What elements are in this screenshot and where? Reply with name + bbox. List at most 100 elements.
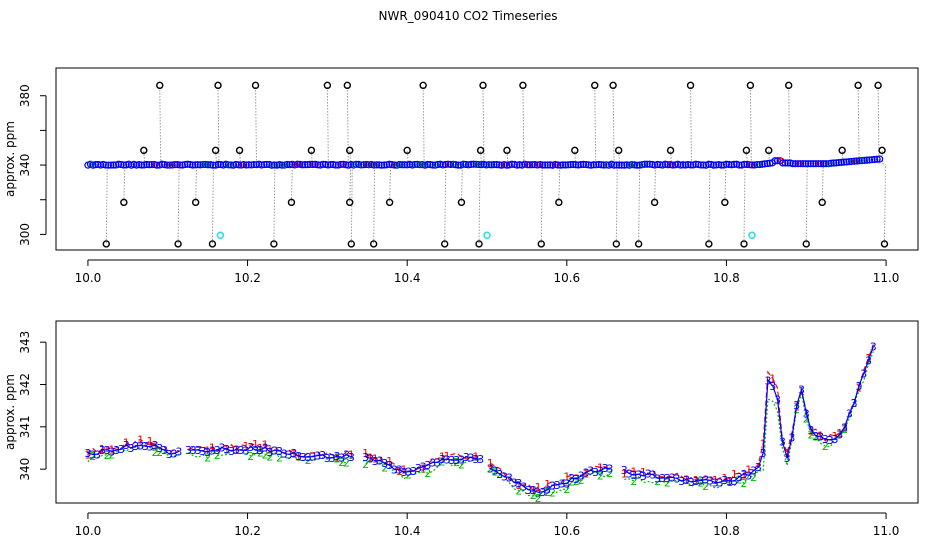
series-1-marker: 1 — [223, 443, 230, 456]
series-3-marker: 3 — [635, 468, 642, 481]
data-point — [447, 160, 455, 169]
series-1-marker: 1 — [760, 437, 767, 450]
data-point — [863, 156, 871, 164]
spike-connector — [123, 164, 126, 202]
data-point — [656, 161, 664, 169]
outlier-point-high — [686, 81, 695, 90]
data-point — [158, 160, 166, 168]
data-point — [802, 160, 810, 168]
series-1-marker: 1 — [630, 465, 637, 478]
data-point — [173, 161, 181, 169]
series-3-marker: 3 — [324, 452, 331, 465]
data-point — [401, 161, 409, 169]
data-point — [171, 161, 179, 169]
data-point — [352, 160, 360, 168]
data-point — [250, 160, 258, 169]
data-point — [638, 161, 646, 169]
outlier-point-mid — [307, 146, 316, 155]
series-3-marker: 3 — [362, 451, 369, 464]
series-3-marker: 3 — [381, 457, 388, 470]
data-point — [472, 160, 480, 168]
series-1-marker: 1 — [721, 472, 728, 485]
data-point — [306, 160, 314, 169]
data-point — [653, 160, 662, 169]
data-point — [799, 160, 807, 168]
spike-connector — [480, 151, 483, 165]
outlier-point-mid — [235, 146, 244, 155]
series-1-marker: 1 — [123, 436, 130, 449]
series-3-marker: 3 — [286, 448, 293, 461]
series-3-marker: 3 — [410, 465, 417, 478]
spike-connector — [460, 164, 463, 202]
data-point — [214, 160, 222, 169]
series-3-marker: 3 — [132, 440, 139, 453]
series-3-marker: 3 — [171, 448, 178, 461]
series-3-marker: 3 — [726, 475, 733, 488]
series-1-marker: 1 — [784, 447, 791, 460]
series-1-marker: 1 — [831, 430, 838, 443]
series-3-marker: 3 — [453, 454, 460, 467]
data-point — [789, 160, 797, 168]
series-2-marker: 2 — [530, 489, 537, 502]
data-point — [725, 160, 733, 169]
data-point — [227, 161, 235, 169]
series-2-marker: 2 — [808, 429, 815, 442]
series-3-marker: 3 — [554, 479, 561, 492]
data-point — [817, 160, 825, 168]
data-point — [444, 160, 452, 168]
data-point — [595, 160, 603, 169]
spike-connector — [506, 151, 509, 165]
series-3-marker: 3 — [573, 473, 580, 486]
spike-connector — [255, 87, 258, 165]
data-point — [309, 160, 317, 169]
series-2-marker: 2 — [343, 457, 350, 470]
outlier-point-low — [369, 240, 378, 248]
spike-connector — [522, 87, 525, 165]
series-3-marker: 3 — [750, 465, 757, 478]
data-point — [314, 161, 322, 169]
series-3-marker: 3 — [707, 475, 714, 488]
top-panel-all-data: 10.0 10.2 10.4 10.6 10.8 11.0 300 340 380approx.… — [3, 67, 919, 285]
data-point — [827, 159, 835, 167]
series-3-marker: 3 — [645, 468, 652, 481]
series-1-marker: 1 — [439, 450, 446, 463]
outlier-point-midlow — [287, 198, 296, 207]
data-point — [740, 160, 748, 168]
series-3-marker: 3 — [137, 439, 144, 452]
outlier-point-high — [156, 81, 164, 90]
series-1-marker: 1 — [420, 463, 427, 476]
data-point — [528, 161, 536, 169]
data-point — [469, 160, 478, 168]
data-point — [166, 161, 174, 169]
spike-connector — [482, 87, 485, 165]
data-point — [492, 161, 501, 169]
data-point — [750, 161, 759, 169]
data-point — [429, 161, 437, 169]
data-point — [475, 160, 483, 169]
series-1-marker: 1 — [741, 469, 748, 482]
data-point — [618, 161, 626, 169]
data-point — [630, 161, 639, 169]
data-point — [206, 161, 215, 169]
data-point — [485, 160, 493, 169]
series-3-marker: 3 — [855, 380, 862, 393]
series-3-marker: 3 — [592, 466, 599, 479]
data-point — [452, 161, 460, 169]
series-1-marker: 1 — [745, 463, 752, 476]
data-point — [464, 161, 473, 169]
x-tick-label: 10.2 — [234, 524, 261, 538]
data-point — [602, 161, 611, 169]
series-2-marker: 2 — [697, 476, 704, 489]
data-point — [201, 160, 210, 169]
data-point — [791, 160, 800, 168]
data-point — [380, 161, 388, 169]
x-tick-label: 10.0 — [75, 271, 102, 285]
data-point — [784, 159, 792, 167]
series-2-marker: 2 — [654, 475, 661, 488]
data-point — [850, 157, 858, 165]
series-3-marker: 3 — [496, 468, 503, 481]
spike-connector — [217, 87, 220, 165]
